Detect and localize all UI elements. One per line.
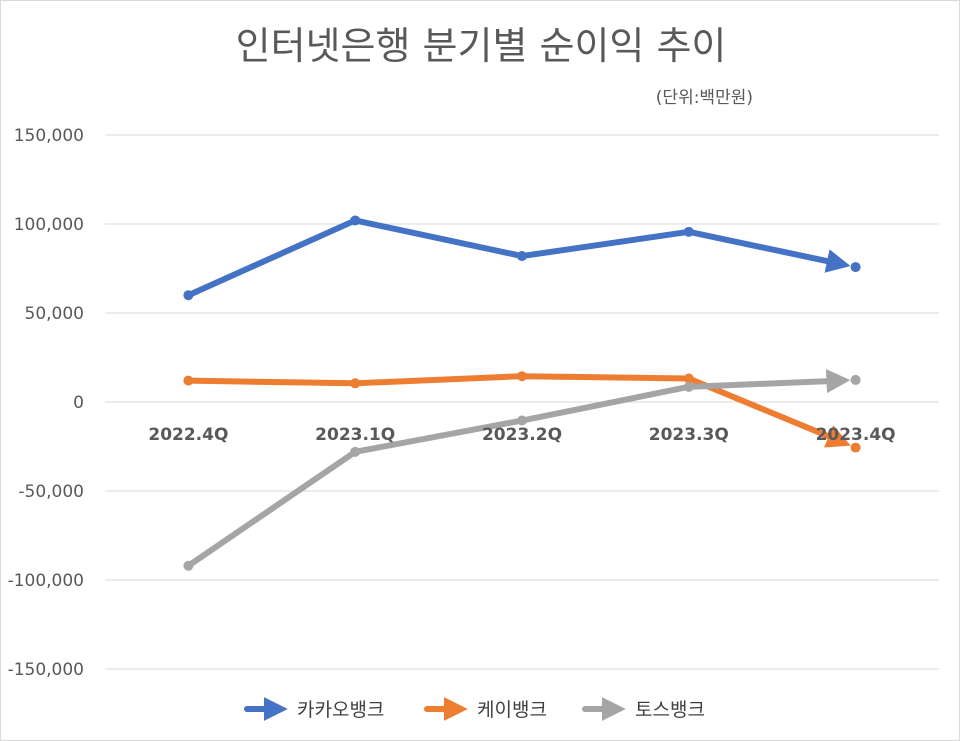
y-tick-label: 100,000 [14, 215, 84, 235]
series-3 [183, 369, 861, 571]
chart-title: 인터넷은행 분기별 순이익 추이 [236, 24, 727, 68]
data-point [517, 415, 527, 426]
series-line [185, 383, 692, 569]
series-arrow-segment [685, 369, 851, 394]
series-arrow-segment [685, 375, 851, 448]
series-group [183, 215, 861, 571]
data-point [517, 371, 527, 382]
x-tick-label: 2023.3Q [649, 425, 729, 445]
y-tick-label: 0 [73, 393, 84, 413]
data-point [350, 215, 361, 226]
y-tick-label: -150,000 [8, 660, 84, 680]
x-tick-label: 2023.2Q [482, 425, 562, 445]
y-tick-label: -100,000 [8, 571, 84, 591]
grid [105, 134, 939, 670]
y-tick-label: -50,000 [18, 482, 84, 502]
legend-label: 카카오뱅크 [297, 699, 384, 721]
series-2 [183, 371, 861, 453]
y-axis: 150,000 100,000 50,000 0 -50,000 -100,000 -150… [8, 126, 84, 680]
legend: 카카오뱅크 케이뱅크 토스뱅크 [244, 697, 705, 721]
data-point [350, 446, 361, 457]
data-point [683, 226, 694, 237]
series-arrow-segment [685, 228, 851, 273]
y-tick-label: 150,000 [14, 126, 84, 146]
data-point [517, 251, 527, 262]
series-1 [183, 215, 861, 301]
legend-label: 토스뱅크 [635, 699, 705, 721]
data-point [850, 262, 861, 273]
legend-label: 케이뱅크 [477, 699, 547, 721]
data-point [850, 374, 861, 385]
series-line [185, 217, 692, 299]
data-point [850, 442, 861, 453]
x-tick-label: 2023.4Q [816, 425, 896, 445]
chart-unit-label: (단위:백만원) [656, 88, 753, 108]
x-axis: 2022.4Q 2023.1Q 2023.2Q 2023.3Q 2023.4Q [148, 425, 895, 445]
data-point [683, 381, 694, 392]
x-tick-label: 2023.1Q [315, 425, 395, 445]
data-point [183, 290, 194, 301]
y-tick-label: 50,000 [25, 304, 84, 324]
data-point [183, 375, 194, 386]
series-line [185, 373, 692, 387]
data-point [350, 378, 361, 389]
data-point [683, 373, 694, 384]
x-tick-label: 2022.4Q [148, 425, 228, 445]
data-point [183, 560, 194, 571]
